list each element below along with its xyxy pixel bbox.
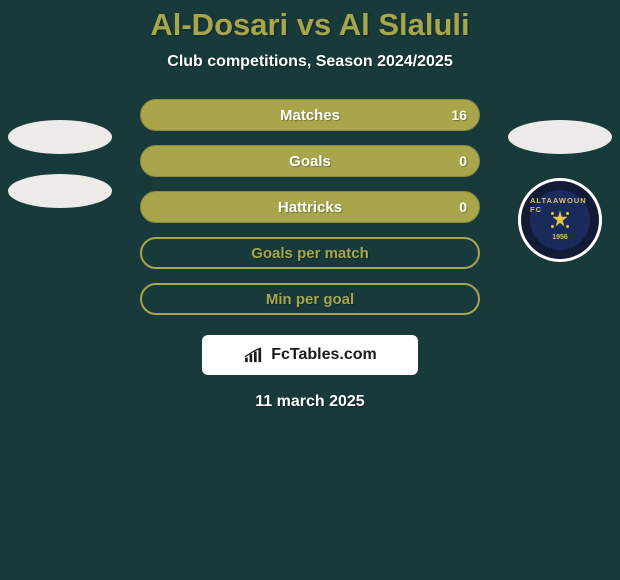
stat-bar-label: Matches [280,107,340,124]
attribution-text: FcTables.com [271,346,377,364]
stat-bar-label: Goals per match [251,245,369,262]
stat-bar-label: Hattricks [278,199,342,216]
player-badge-left-2 [8,174,112,208]
club-seal-inner: ALTAAWOUN FC 1956 [530,190,590,250]
stat-bar-value: 0 [459,199,467,215]
page-title: Al-Dosari vs Al Slaluli [0,7,620,43]
stat-bar: Hattricks 0 [140,191,480,223]
stat-bar: Goals 0 [140,145,480,177]
comparison-card: Al-Dosari vs Al Slaluli Club competition… [0,0,620,580]
subtitle: Club competitions, Season 2024/2025 [0,53,620,71]
club-seal-year: 1956 [552,234,568,241]
stat-bar: Matches 16 [140,99,480,131]
stat-bar: Min per goal [140,283,480,315]
stat-bars: Matches 16 Goals 0 Hattricks 0 Goals per match… [140,99,480,315]
stat-bar-label: Goals [289,153,331,170]
attribution-logo: FcTables.com [202,335,418,375]
stat-bar-value: 0 [459,153,467,169]
player-badge-left [8,120,112,154]
bar-chart-icon [243,347,265,363]
stat-bar: Goals per match [140,237,480,269]
player-badge-right [508,120,612,154]
club-seal: ALTAAWOUN FC 1956 [518,178,602,262]
stat-bar-label: Min per goal [266,291,354,308]
date-text: 11 march 2025 [0,393,620,411]
stat-bar-value: 16 [451,107,467,123]
club-seal-name: ALTAAWOUN FC [530,196,590,214]
